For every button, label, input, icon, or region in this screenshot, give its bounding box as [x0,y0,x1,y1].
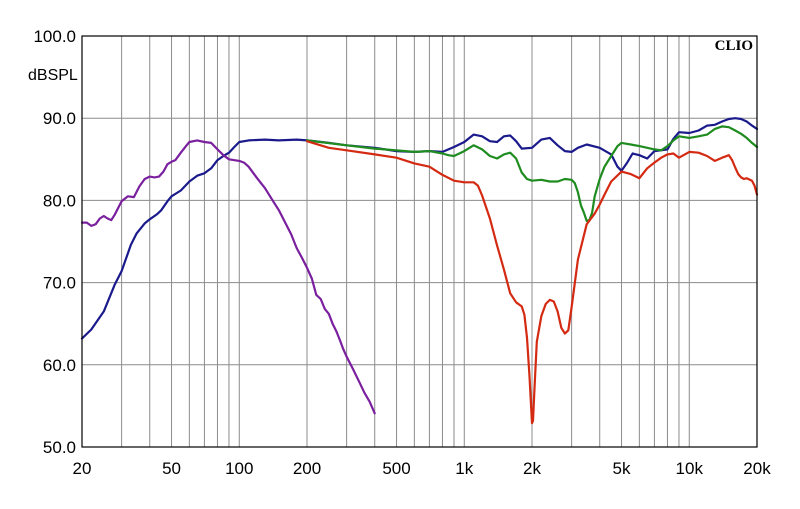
x-tick-label: 50 [162,459,181,478]
y-axis-label: dBSPL [28,67,78,84]
x-tick-label: 20k [743,459,771,478]
series-line-2 [80,139,376,415]
x-tick-label: 200 [293,459,321,478]
y-tick-label: 60.0 [43,356,76,375]
x-tick-label: 20 [73,459,92,478]
y-tick-label: 50.0 [43,438,76,457]
y-tick-label: 70.0 [43,274,76,293]
x-tick-label: 1k [455,459,473,478]
y-tick-label: 100.0 [33,27,76,46]
x-tick-label: 5k [613,459,631,478]
x-tick-labels: 20 50 100 200 500 1k 2k 5k 10k 20k [73,459,772,478]
y-tick-label: 80.0 [43,191,76,210]
grid [82,36,757,447]
x-tick-label: 2k [523,459,541,478]
series-line-4 [305,140,759,425]
y-tick-label: 90.0 [43,109,76,128]
x-tick-label: 500 [382,459,410,478]
series-line-3 [305,125,759,222]
y-tick-labels: 50.0 60.0 70.0 80.0 90.0 100.0 [33,27,76,457]
x-tick-label: 100 [225,459,253,478]
brand-label: CLIO [715,38,753,54]
plot-frame [81,35,758,448]
x-tick-label: 10k [676,459,704,478]
plot-background [82,36,757,447]
series-lines [80,117,759,425]
